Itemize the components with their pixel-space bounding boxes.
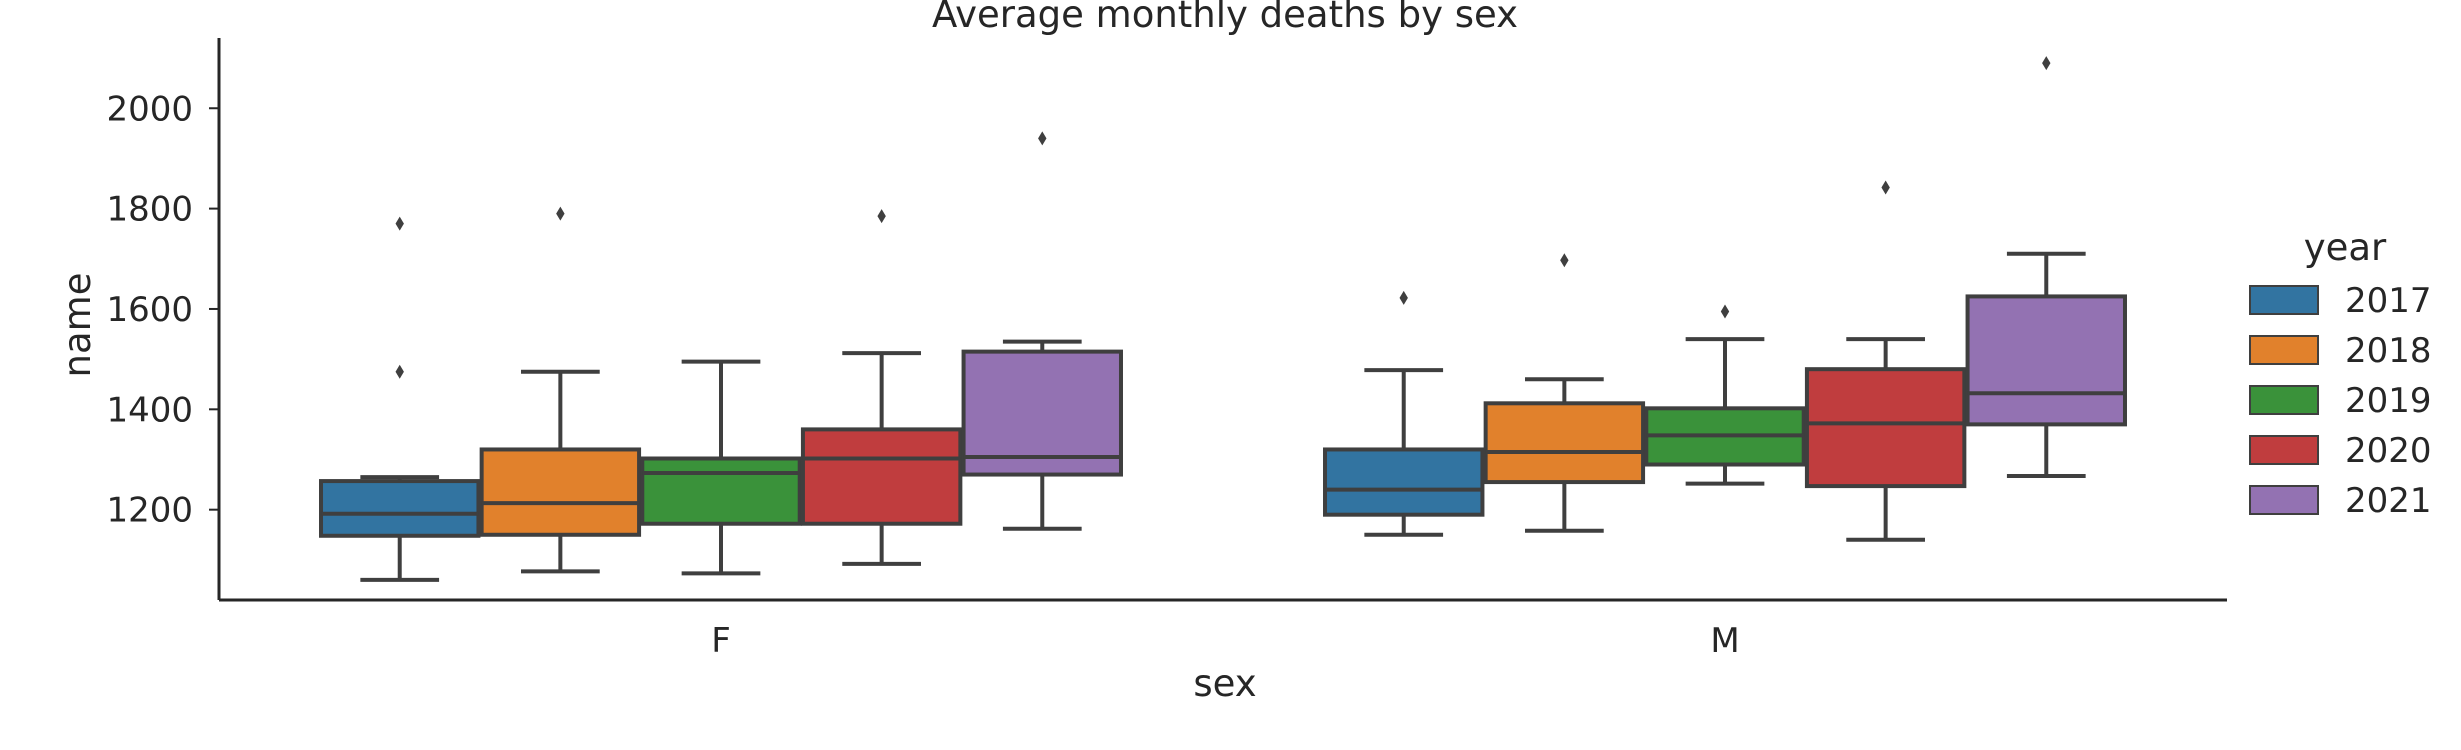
box-iqr (1483, 401, 1646, 485)
legend-label-2020: 2020 (2345, 431, 2432, 471)
legend: year 2017 2018 2019 2020 2021 (2249, 226, 2432, 521)
box-2017-M (1323, 290, 1485, 537)
y-tick-label: 1600 (106, 290, 193, 330)
legend-label-2019: 2019 (2345, 381, 2432, 421)
y-tick-label: 2000 (106, 89, 193, 129)
box-2019-M (1644, 304, 1806, 486)
y-tick-label: 1400 (106, 390, 193, 430)
y-axis-label: name (56, 273, 99, 378)
box-iqr (319, 479, 481, 538)
outlier-point (877, 209, 886, 224)
legend-title: year (2304, 226, 2387, 269)
x-tick-label: F (711, 621, 731, 661)
box-2021-M (1965, 56, 2127, 479)
box-iqr (961, 349, 1123, 477)
outlier-point (1560, 253, 1569, 268)
box-iqr (800, 427, 963, 526)
chart-title: Average monthly deaths by sex (932, 0, 1518, 36)
box-iqr (1323, 447, 1485, 517)
outlier-point (1881, 180, 1890, 195)
legend-swatch-2021 (2249, 485, 2319, 515)
box-2018-F (479, 206, 642, 574)
outlier-point (1720, 304, 1730, 319)
legend-swatch-2020 (2249, 435, 2319, 465)
outlier-point (1399, 290, 1408, 305)
box-2021-F (961, 131, 1123, 531)
plot-area (319, 56, 2127, 582)
outlier-point (395, 364, 404, 379)
y-tick-label: 1800 (106, 190, 193, 230)
legend-label-2017: 2017 (2345, 281, 2432, 321)
legend-label-2021: 2021 (2345, 481, 2432, 521)
x-tick-label: M (1710, 621, 1739, 661)
legend-swatch-2017 (2249, 285, 2319, 315)
box-iqr (640, 456, 802, 526)
y-tick-label: 1200 (106, 491, 193, 531)
x-axis-label: sex (1193, 662, 1256, 705)
legend-swatch-2018 (2249, 335, 2319, 365)
box-iqr (1804, 367, 1967, 489)
outlier-point (2042, 56, 2051, 71)
legend-swatch-2019 (2249, 385, 2319, 415)
box-iqr (1965, 294, 2127, 427)
box-2018-M (1483, 253, 1646, 533)
legend-label-2018: 2018 (2345, 331, 2432, 371)
box-2020-M (1804, 180, 1967, 542)
box-iqr (479, 447, 642, 537)
box-2017-F (319, 216, 481, 582)
outlier-point (556, 206, 565, 221)
box-2020-F (800, 209, 963, 566)
outlier-point (395, 216, 404, 231)
y-axis: 1200 1400 1600 1800 2000 (106, 38, 221, 600)
outlier-point (1038, 131, 1047, 146)
box-2019-F (640, 359, 802, 576)
